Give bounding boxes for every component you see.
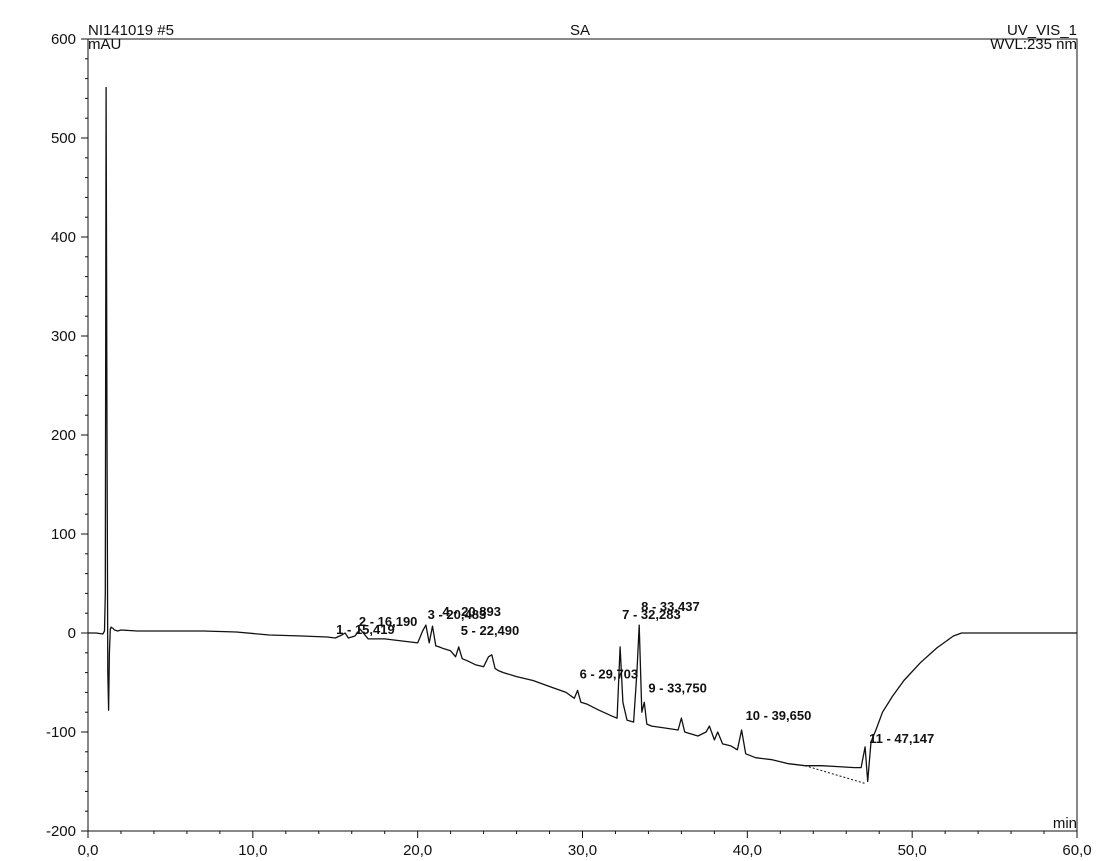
y-tick-label: 300 — [51, 328, 76, 345]
y-tick-label: 500 — [51, 130, 76, 147]
peak-label: 5 - 22,490 — [461, 623, 520, 638]
x-tick-label: 30,0 — [568, 842, 597, 859]
peak-label: 8 - 33,437 — [641, 599, 700, 614]
x-axis-unit-label: min — [1052, 815, 1077, 832]
peak-label: 10 - 39,650 — [746, 708, 812, 723]
sample-name-label: SA — [570, 22, 591, 39]
peak-label: 4 - 20,893 — [442, 604, 501, 619]
peak-label: 3 - 20,483 — [428, 607, 487, 622]
y-tick-label: 0 — [68, 625, 76, 642]
y-tick-label: -200 — [46, 823, 76, 840]
series-trace — [88, 86, 1077, 783]
x-tick-label: 60,0 — [1062, 842, 1091, 859]
plot-area — [88, 86, 1077, 784]
peak-label: 11 - 47,147 — [869, 731, 934, 746]
plot-frame — [87, 38, 1078, 832]
wavelength-label: WVL:235 nm — [990, 36, 1077, 53]
x-tick-label: 20,0 — [403, 842, 432, 859]
x-tick-label: 40,0 — [733, 842, 762, 859]
x-axis: 0,0 10,0 20,0 30,0 40,0 50,0 60,0 — [78, 831, 1092, 859]
x-tick-label: 50,0 — [898, 842, 927, 859]
y-axis-unit-label: mAU — [88, 36, 122, 53]
y-tick-label: 200 — [51, 427, 76, 444]
peak-label: 9 - 33,750 — [648, 680, 707, 695]
y-tick-label: 400 — [51, 229, 76, 246]
channel-label: UV_VIS_1 — [1006, 22, 1077, 39]
sample-id-label: NI141019 #5 — [88, 22, 174, 39]
peak-label: 6 - 29,703 — [580, 666, 639, 681]
peak-label: 1 - 15,419 — [336, 622, 395, 637]
y-tick-label: -100 — [46, 724, 76, 741]
y-tick-label: 600 — [51, 31, 76, 48]
peak-label: 7 - 32,283 — [622, 607, 681, 622]
x-tick-label: 10,0 — [238, 842, 267, 859]
x-tick-label: 0,0 — [78, 842, 99, 859]
y-axis: -200 -100 0 100 200 300 400 500 600 — [46, 31, 88, 840]
peak-label: 2 - 16,190 — [359, 614, 418, 629]
y-tick-label: 100 — [51, 526, 76, 543]
integration-baseline — [804, 765, 866, 784]
